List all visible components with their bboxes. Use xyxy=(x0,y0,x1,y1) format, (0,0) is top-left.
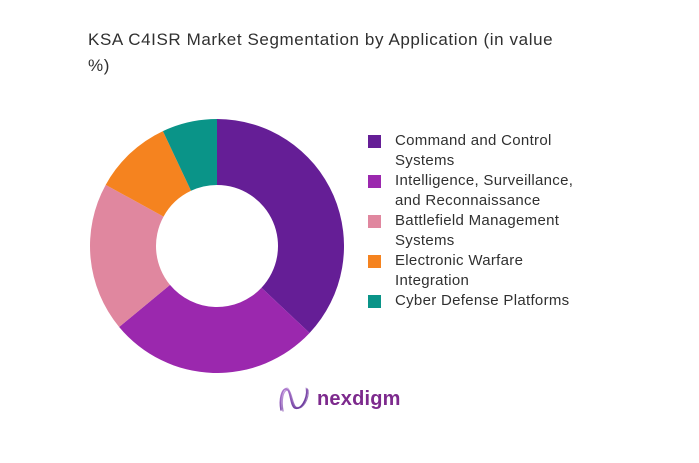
donut-segment-3 xyxy=(90,184,170,327)
legend-swatch-icon xyxy=(368,215,381,228)
legend-swatch-icon xyxy=(368,135,381,148)
donut-segment-1 xyxy=(217,119,344,333)
donut-segment-5 xyxy=(162,119,217,191)
legend-swatch-icon xyxy=(368,295,381,308)
legend-label: Cyber Defense Platforms xyxy=(395,292,570,309)
nexdigm-wordmark: nexdigm xyxy=(317,388,401,410)
legend-label: Battlefield Management Systems xyxy=(395,212,560,249)
legend-item: Cyber Defense Platforms xyxy=(368,291,648,311)
legend-item: Battlefield Management Systems xyxy=(368,211,648,251)
donut-segment-2 xyxy=(119,284,310,373)
nexdigm-logo: nexdigm xyxy=(278,384,401,414)
chart-legend: Command and Control Systems Intelligence… xyxy=(368,131,648,311)
legend-label: Command and Control Systems xyxy=(395,132,552,169)
chart-title: KSA C4ISR Market Segmentation by Applica… xyxy=(88,30,554,75)
legend-item: Electronic Warfare Integration xyxy=(368,251,648,291)
donut-chart xyxy=(90,119,344,373)
donut-segment-4 xyxy=(105,131,192,217)
legend-item: Intelligence, Surveillance, and Reconnai… xyxy=(368,171,648,211)
donut-chart-container xyxy=(90,119,344,373)
legend-item: Command and Control Systems xyxy=(368,131,648,171)
legend-label: Intelligence, Surveillance, and Reconnai… xyxy=(395,172,574,209)
legend-label: Electronic Warfare Integration xyxy=(395,252,524,289)
legend-swatch-icon xyxy=(368,175,381,188)
legend-swatch-icon xyxy=(368,255,381,268)
nexdigm-mark-icon xyxy=(279,387,309,412)
